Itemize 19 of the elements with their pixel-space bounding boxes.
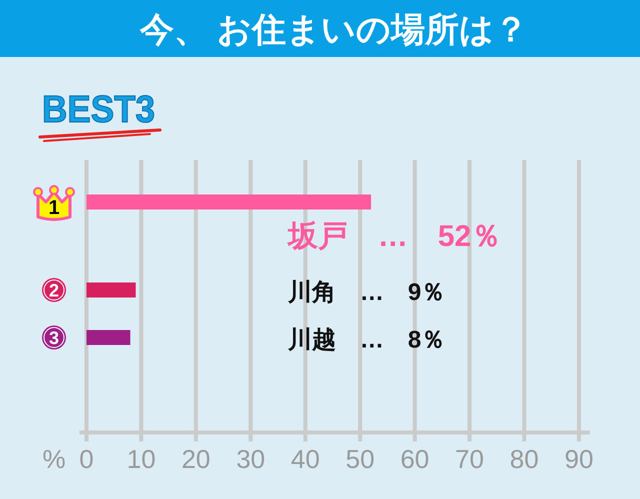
x-tick: 30	[236, 444, 266, 474]
x-tick: 40	[290, 444, 320, 474]
x-tick: 10	[126, 444, 156, 474]
x-tick: 80	[510, 444, 539, 474]
annotation: 坂戸 … 52％	[288, 220, 502, 253]
y-tick: 3	[49, 328, 59, 348]
annotation: 川越 … 8％	[288, 326, 446, 354]
x-tick: 20	[181, 444, 210, 474]
y-tick: 1	[48, 197, 60, 219]
x-tick: 0	[79, 444, 94, 474]
annotation: 川角 … 9％	[288, 279, 446, 306]
x-tick: 60	[400, 444, 430, 474]
x-label: %	[42, 444, 66, 474]
subtitle: BEST3	[42, 89, 164, 131]
y-tick: 2	[49, 280, 59, 300]
x-tick: 90	[564, 444, 594, 474]
x-tick: 50	[346, 444, 375, 474]
title: 今、 お住まいの場所は？	[140, 11, 528, 49]
x-tick: 70	[455, 444, 484, 474]
